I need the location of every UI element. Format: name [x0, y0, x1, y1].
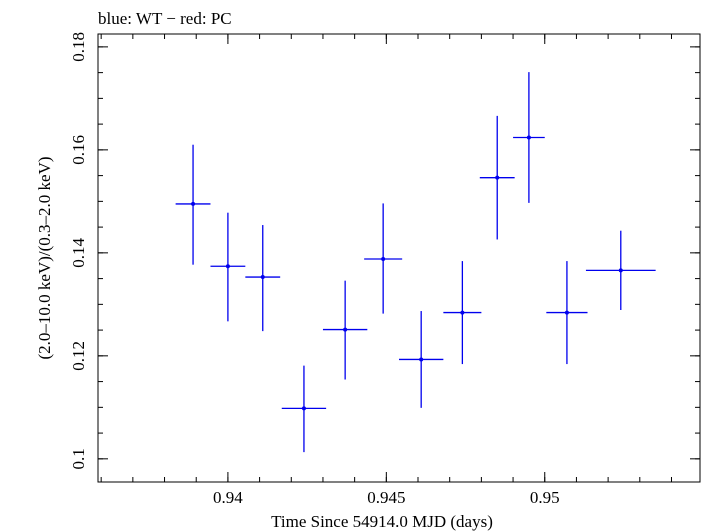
data-point: [301, 406, 306, 411]
axis-ticks: 0.94 0.945 0.95 0.1 0.12 0.14 0.16 0.18: [69, 32, 700, 507]
chart-title: blue: WT − red: PC: [98, 9, 232, 28]
data-point: [191, 201, 196, 206]
data-point: [526, 135, 531, 140]
data-points: [175, 72, 656, 453]
data-point: [260, 275, 265, 280]
data-point: [460, 310, 465, 315]
data-point: [564, 310, 569, 315]
y-tick-label: 0.18: [69, 32, 88, 62]
data-point: [381, 257, 386, 262]
x-axis-label: Time Since 54914.0 MJD (days): [271, 512, 493, 531]
y-tick-label: 0.1: [69, 448, 88, 469]
y-tick-label: 0.16: [69, 135, 88, 165]
x-tick-label: 0.945: [367, 488, 405, 507]
y-tick-label: 0.14: [69, 237, 88, 267]
x-tick-label: 0.95: [530, 488, 560, 507]
plot-frame: [97, 33, 701, 483]
x-tick-label: 0.94: [213, 488, 243, 507]
data-point: [495, 175, 500, 180]
data-point: [343, 327, 348, 332]
data-point: [618, 268, 623, 273]
y-tick-label: 0.12: [69, 341, 88, 371]
data-point: [419, 357, 424, 362]
y-axis-label: (2.0–10.0 keV)/(0.3–2.0 keV): [35, 156, 54, 359]
data-point: [225, 264, 230, 269]
